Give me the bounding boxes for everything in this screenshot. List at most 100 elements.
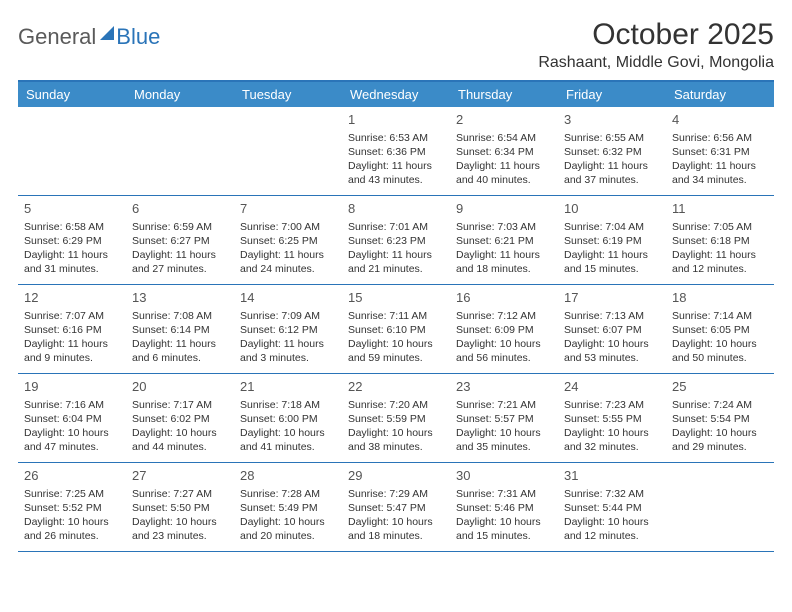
day-detail-line: Sunset: 6:09 PM	[456, 323, 552, 337]
day-number: 29	[348, 467, 444, 485]
day-detail-line: Daylight: 11 hours	[348, 248, 444, 262]
day-cell: 8Sunrise: 7:01 AMSunset: 6:23 PMDaylight…	[342, 196, 450, 284]
day-detail-line: and 26 minutes.	[24, 529, 120, 543]
day-detail-line: Sunrise: 7:27 AM	[132, 487, 228, 501]
day-detail-line: Daylight: 10 hours	[672, 337, 768, 351]
day-detail-line: and 35 minutes.	[456, 440, 552, 454]
day-number: 20	[132, 378, 228, 396]
day-detail-line: Daylight: 11 hours	[348, 159, 444, 173]
day-number: 18	[672, 289, 768, 307]
day-detail-line: Sunset: 5:50 PM	[132, 501, 228, 515]
day-detail-line: Sunset: 6:34 PM	[456, 145, 552, 159]
day-detail-line: and 32 minutes.	[564, 440, 660, 454]
dayhead-tuesday: Tuesday	[234, 82, 342, 107]
day-detail-line: Sunrise: 7:08 AM	[132, 309, 228, 323]
day-number: 6	[132, 200, 228, 218]
day-detail-line: and 31 minutes.	[24, 262, 120, 276]
day-detail-line: Daylight: 10 hours	[348, 337, 444, 351]
day-cell: 1Sunrise: 6:53 AMSunset: 6:36 PMDaylight…	[342, 107, 450, 195]
day-detail-line: Daylight: 11 hours	[672, 248, 768, 262]
day-detail-line: Sunrise: 7:12 AM	[456, 309, 552, 323]
day-detail-line: Sunset: 6:32 PM	[564, 145, 660, 159]
day-cell: 4Sunrise: 6:56 AMSunset: 6:31 PMDaylight…	[666, 107, 774, 195]
day-cell: 14Sunrise: 7:09 AMSunset: 6:12 PMDayligh…	[234, 285, 342, 373]
day-number: 17	[564, 289, 660, 307]
day-detail-line: Sunset: 6:31 PM	[672, 145, 768, 159]
day-cell: 9Sunrise: 7:03 AMSunset: 6:21 PMDaylight…	[450, 196, 558, 284]
location-label: Rashaant, Middle Govi, Mongolia	[538, 54, 774, 72]
dayhead-monday: Monday	[126, 82, 234, 107]
day-number: 26	[24, 467, 120, 485]
day-detail-line: Sunset: 5:55 PM	[564, 412, 660, 426]
day-number: 15	[348, 289, 444, 307]
day-detail-line: Sunset: 6:29 PM	[24, 234, 120, 248]
day-detail-line: Sunrise: 7:23 AM	[564, 398, 660, 412]
day-detail-line: Sunset: 5:49 PM	[240, 501, 336, 515]
day-cell: 27Sunrise: 7:27 AMSunset: 5:50 PMDayligh…	[126, 463, 234, 551]
day-detail-line: and 43 minutes.	[348, 173, 444, 187]
day-detail-line: Daylight: 10 hours	[564, 515, 660, 529]
dayhead-thursday: Thursday	[450, 82, 558, 107]
day-detail-line: Sunset: 5:59 PM	[348, 412, 444, 426]
calendar-page: General Blue October 2025 Rashaant, Midd…	[0, 0, 792, 552]
day-detail-line: Daylight: 10 hours	[564, 426, 660, 440]
day-detail-line: Sunrise: 7:04 AM	[564, 220, 660, 234]
day-cell	[234, 107, 342, 195]
dayhead-wednesday: Wednesday	[342, 82, 450, 107]
day-detail-line: Sunset: 5:46 PM	[456, 501, 552, 515]
day-detail-line: Sunset: 5:47 PM	[348, 501, 444, 515]
day-detail-line: and 29 minutes.	[672, 440, 768, 454]
day-detail-line: Daylight: 10 hours	[24, 515, 120, 529]
day-cell: 11Sunrise: 7:05 AMSunset: 6:18 PMDayligh…	[666, 196, 774, 284]
day-detail-line: and 59 minutes.	[348, 351, 444, 365]
day-cell: 24Sunrise: 7:23 AMSunset: 5:55 PMDayligh…	[558, 374, 666, 462]
day-detail-line: Daylight: 10 hours	[456, 426, 552, 440]
day-cell: 19Sunrise: 7:16 AMSunset: 6:04 PMDayligh…	[18, 374, 126, 462]
day-detail-line: Daylight: 11 hours	[564, 159, 660, 173]
logo-text-general: General	[18, 24, 96, 50]
day-detail-line: and 37 minutes.	[564, 173, 660, 187]
day-detail-line: and 6 minutes.	[132, 351, 228, 365]
day-detail-line: Sunset: 6:12 PM	[240, 323, 336, 337]
day-detail-line: and 12 minutes.	[672, 262, 768, 276]
day-detail-line: and 23 minutes.	[132, 529, 228, 543]
day-detail-line: Sunset: 6:04 PM	[24, 412, 120, 426]
day-detail-line: and 47 minutes.	[24, 440, 120, 454]
day-detail-line: Sunrise: 7:32 AM	[564, 487, 660, 501]
day-detail-line: Sunrise: 7:28 AM	[240, 487, 336, 501]
day-detail-line: Sunrise: 6:59 AM	[132, 220, 228, 234]
day-detail-line: Daylight: 10 hours	[240, 515, 336, 529]
day-detail-line: Daylight: 10 hours	[564, 337, 660, 351]
day-detail-line: Sunrise: 7:01 AM	[348, 220, 444, 234]
day-detail-line: Sunrise: 7:29 AM	[348, 487, 444, 501]
day-number: 13	[132, 289, 228, 307]
day-number: 19	[24, 378, 120, 396]
day-detail-line: Daylight: 11 hours	[456, 248, 552, 262]
day-number: 12	[24, 289, 120, 307]
day-detail-line: and 44 minutes.	[132, 440, 228, 454]
logo: General Blue	[18, 18, 160, 50]
day-cell: 12Sunrise: 7:07 AMSunset: 6:16 PMDayligh…	[18, 285, 126, 373]
day-detail-line: Sunset: 5:57 PM	[456, 412, 552, 426]
day-detail-line: and 56 minutes.	[456, 351, 552, 365]
day-detail-line: Sunrise: 7:05 AM	[672, 220, 768, 234]
day-detail-line: and 21 minutes.	[348, 262, 444, 276]
day-detail-line: Sunset: 6:21 PM	[456, 234, 552, 248]
day-number: 2	[456, 111, 552, 129]
day-cell: 2Sunrise: 6:54 AMSunset: 6:34 PMDaylight…	[450, 107, 558, 195]
calendar: Sunday Monday Tuesday Wednesday Thursday…	[18, 80, 774, 552]
day-detail-line: Daylight: 10 hours	[456, 515, 552, 529]
day-number: 25	[672, 378, 768, 396]
day-cell: 10Sunrise: 7:04 AMSunset: 6:19 PMDayligh…	[558, 196, 666, 284]
day-number: 21	[240, 378, 336, 396]
day-detail-line: Sunrise: 7:17 AM	[132, 398, 228, 412]
day-detail-line: Daylight: 10 hours	[24, 426, 120, 440]
week-row: 1Sunrise: 6:53 AMSunset: 6:36 PMDaylight…	[18, 107, 774, 196]
day-cell	[18, 107, 126, 195]
day-cell: 23Sunrise: 7:21 AMSunset: 5:57 PMDayligh…	[450, 374, 558, 462]
day-cell: 15Sunrise: 7:11 AMSunset: 6:10 PMDayligh…	[342, 285, 450, 373]
day-detail-line: Daylight: 10 hours	[348, 426, 444, 440]
day-detail-line: Daylight: 11 hours	[672, 159, 768, 173]
day-detail-line: and 27 minutes.	[132, 262, 228, 276]
day-cell: 18Sunrise: 7:14 AMSunset: 6:05 PMDayligh…	[666, 285, 774, 373]
